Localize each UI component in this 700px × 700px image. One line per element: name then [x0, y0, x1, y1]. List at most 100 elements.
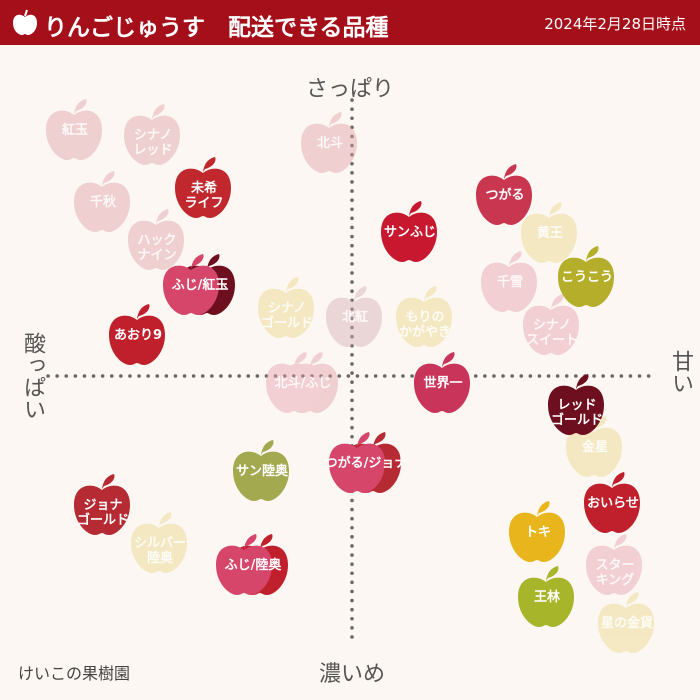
axis-left: 酸っぱい: [20, 332, 45, 420]
apple-shape: [523, 294, 579, 355]
variety-label: ハック ナイン: [137, 233, 177, 263]
variety-label: 千雪: [496, 275, 523, 290]
variety: スター キング: [584, 532, 646, 598]
apple-shape: [414, 352, 470, 413]
variety-label: シナノ ゴールド: [260, 301, 313, 331]
apple-shape: [586, 534, 642, 595]
variety: 北紅: [324, 284, 386, 350]
variety-label: 未希 ライフ: [184, 181, 224, 211]
apple-shape: [109, 304, 165, 365]
variety: シナノ スイート: [521, 292, 583, 358]
variety-label: おいらせ: [587, 496, 639, 511]
variety: あおり9: [107, 302, 169, 368]
apple-shape: [175, 157, 231, 218]
apple-shape: [329, 432, 401, 493]
variety: トキ: [507, 499, 569, 565]
apple-shape: [124, 104, 180, 165]
variety-label: 世界一: [423, 376, 463, 391]
apple-shape: [558, 246, 614, 307]
apple-shape: [131, 512, 187, 573]
variety-label: つがる/ジョナ: [324, 456, 408, 471]
variety-label: サン陸奥: [235, 464, 288, 479]
apple-shape: [598, 592, 654, 653]
variety-label: 星の金貨: [600, 616, 653, 631]
variety: 星の金貨: [596, 590, 658, 656]
variety-label: 王林: [533, 590, 560, 605]
variety-label: 千秋: [89, 195, 116, 210]
variety: 北斗: [299, 110, 361, 176]
header: りんごじゅうす 配送できる品種 2024年2月28日時点: [0, 0, 700, 45]
apple-shape: [584, 472, 640, 533]
variety-label: 北斗/ふじ: [274, 376, 332, 391]
variety: こうこう: [556, 244, 618, 310]
variety: ふじ/紅玉: [161, 252, 235, 318]
variety-label: サンふじ: [383, 225, 436, 240]
variety: レッド ゴールド: [546, 372, 608, 438]
variety: サンふじ: [379, 199, 441, 265]
axis-bottom: 濃いめ: [319, 662, 386, 687]
apple-shape: [128, 209, 184, 270]
apple-shape: [509, 501, 565, 562]
apple-shape: [396, 286, 452, 347]
apple-shape: [266, 352, 338, 413]
variety-label: こうこう: [560, 270, 613, 285]
apple-shape: [233, 440, 289, 501]
variety-label: シナノ レッド: [133, 128, 173, 158]
variety: 王林: [516, 564, 578, 630]
variety-label: 北斗: [316, 136, 343, 151]
variety-label: 黄王: [536, 226, 563, 241]
variety-label: トキ: [524, 525, 551, 540]
variety: シナノ レッド: [122, 102, 184, 168]
variety-label: 北紅: [341, 310, 368, 325]
axis-top: さっぱり: [306, 77, 395, 102]
variety: 紅玉: [44, 97, 106, 163]
variety-label: シルバー 陸奥: [133, 536, 186, 566]
variety-label: あおり9: [113, 328, 163, 343]
apple-shape: [46, 99, 102, 160]
variety-label: レッド ゴールド: [550, 398, 603, 428]
apple-icon: [13, 9, 37, 35]
variety: 北斗/ふじ: [264, 350, 338, 416]
apple-shape: [566, 416, 622, 477]
variety-label: スター キング: [595, 558, 635, 588]
apple-shape: [518, 566, 574, 627]
variety: 金星: [564, 414, 626, 480]
apple-shape: [163, 254, 235, 315]
axis-right: 甘い: [668, 350, 693, 394]
variety: 千雪: [479, 249, 541, 315]
variety-label: ふじ/紅玉: [171, 278, 229, 293]
variety: 千秋: [72, 169, 134, 235]
apple-shape: [381, 201, 437, 262]
variety-label: ふじ/陸奥: [224, 558, 282, 573]
apple-shape: [326, 286, 382, 347]
apple-shape: [481, 251, 537, 312]
apple-shape: [548, 374, 604, 435]
variety-label: もりの かがやき: [398, 310, 451, 340]
variety: 黄王: [519, 200, 581, 266]
apple-shape: [476, 164, 532, 225]
variety: つがる: [474, 162, 536, 228]
variety: シルバー 陸奥: [129, 510, 191, 576]
variety: つがる/ジョナ: [325, 430, 407, 496]
variety: ジョナ ゴールド: [72, 472, 134, 538]
variety-label: ジョナ ゴールド: [76, 498, 129, 528]
variety-label: シナノ スイート: [525, 318, 578, 348]
apple-shape: [258, 277, 314, 338]
variety-label: 紅玉: [61, 123, 88, 138]
variety: 未希 ライフ: [173, 155, 235, 221]
date: 2024年2月28日時点: [544, 15, 686, 33]
variety: シナノ ゴールド: [256, 275, 318, 341]
apple-shape: [521, 202, 577, 263]
variety: おいらせ: [582, 470, 644, 536]
apple-shape: [74, 474, 130, 535]
variety: もりの かがやき: [394, 284, 456, 350]
apple-shape: [216, 534, 288, 595]
title: りんごじゅうす 配送できる品種: [44, 15, 389, 41]
variety: 世界一: [412, 350, 474, 416]
footer: けいこの果樹園: [18, 664, 131, 683]
variety: サン陸奥: [231, 438, 293, 504]
apple-shape: [74, 171, 130, 232]
variety: ふじ/陸奥: [214, 532, 288, 598]
